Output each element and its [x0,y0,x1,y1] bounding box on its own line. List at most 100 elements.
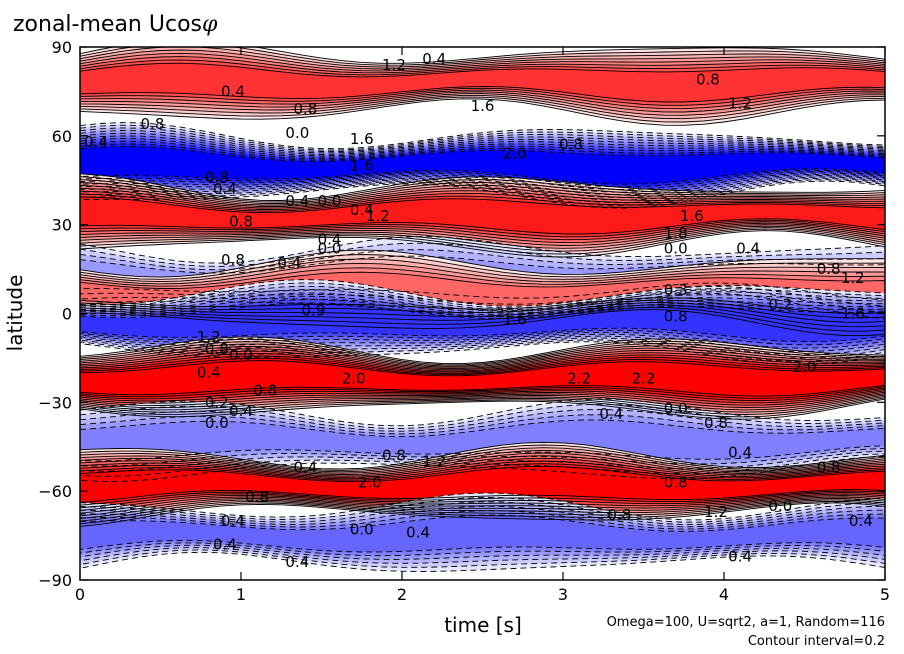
contour-line [80,258,885,328]
contour-value-label: 1.2 [841,269,865,287]
contour-line [80,295,885,349]
contour-value-label: 0.0 [768,497,792,515]
contour-line [80,190,885,241]
contour-value-label: 1.6 [680,207,704,225]
contour-value-label: 0.0 [350,521,374,539]
contour-value-label: 0.8 [559,136,583,154]
contour-value-label: 1.6 [350,130,374,148]
contour-value-label: 1.2 [197,328,221,346]
contour-value-label: 0.4 [406,524,430,542]
y-axis-label: latitude [3,275,27,352]
contour-value-label: 0.4 [277,254,301,272]
contour-interval-note: Contour interval=0.2 [748,634,885,649]
contour-line [80,457,885,511]
contour-line [80,346,885,411]
contour-line [80,138,885,193]
contour-line [80,56,885,110]
contour-line [80,463,885,506]
y-tick-label: −30 [38,393,72,412]
contour-line [80,341,885,415]
contour-value-label: 0.4 [318,230,342,248]
contour-line [80,447,885,522]
contour-line [80,492,885,572]
contour-line [80,279,885,366]
y-tick-label: 30 [52,216,72,235]
contour-line [80,132,885,198]
contour-line [80,140,885,190]
contour-line [80,49,885,116]
contour-value-label: 0.8 [607,506,631,524]
contour-value-label: 0.4 [221,512,245,530]
contour-value-label: 1.2 [366,207,390,225]
contour-line [80,182,885,249]
x-axis-label: time [s] [444,613,522,637]
contour-line [80,146,885,185]
contour-value-label: 1.6 [503,310,527,328]
contour-fill-band [80,515,885,552]
contour-fill-band [80,63,885,102]
contour-value-label: 0.8 [253,381,277,399]
contour-line [80,184,885,246]
contour-value-label: 0.8 [245,488,269,506]
contour-line [80,501,885,564]
contour-value-label: 2.2 [632,370,656,388]
contour-line [80,187,885,244]
contour-value-label: 0.4 [197,364,221,382]
contour-value-label: 1.8 [664,225,688,243]
contour-line [80,414,885,467]
contour-value-label: 0.0 [285,124,309,142]
contour-value-label: 0.4 [213,180,237,198]
contour-value-label: 0.8 [205,340,229,358]
contour-value-label: 0.8 [229,213,253,231]
contour-line-layer [80,47,885,572]
contour-line [80,302,885,343]
contour-value-label: 1.2 [422,453,446,471]
contour-line [80,292,885,352]
contour-line [80,343,885,413]
contour-value-label: 2.0 [503,145,527,163]
contour-value-label: 2.0 [793,358,817,376]
contour-line [80,514,885,553]
contour-value-label: 1.6 [471,97,495,115]
contour-value-label: 0.4 [350,201,374,219]
chart-title: zonal-mean Ucosφ [13,12,218,37]
x-tick-label: 2 [397,585,407,604]
contour-line [80,176,885,255]
contour-value-label: 0.3 [664,281,688,299]
contour-line [80,249,885,337]
contour-value-label: 0.4 [293,458,317,476]
contour-line [80,444,885,525]
contour-fill-band [80,419,885,461]
contour-line [80,455,885,514]
contour-line [80,122,885,209]
contour-value-label: 0.4 [728,547,752,565]
contour-label-layer: 0.40.81.2 0.41.60.81.20.80.4 0.0 1.61.62.0 0… [84,50,873,571]
contour-value-label: 0.8 [382,447,406,465]
contour-value-label: 2.0 [342,370,366,388]
contour-value-label: 0.9 [302,302,326,320]
contour-value-label: 0.2 [768,296,792,314]
contour-value-label: 0.8 [205,168,229,186]
run-parameters-note: Omega=100, U=sqrt2, a=1, Random=116 [607,615,885,630]
contour-value-label: 1.2 [728,94,752,112]
contour-value-label: 0.0 [664,239,688,257]
contour-line [80,441,885,527]
x-axis: 0 1 2 3 4 5 [75,47,890,604]
contour-value-label: 1.6 [841,305,865,323]
contour-line [80,510,885,557]
x-tick-label: 5 [880,585,890,604]
contour-line [80,271,885,314]
contour-line [80,285,885,359]
contour-value-label: 0.8 [664,473,688,491]
contour-line [80,47,885,123]
contour-value-label: 0.8 [293,100,317,118]
contour-line [80,255,885,301]
contour-value-label: 0.4 [229,402,253,420]
heatmap-area: 0.40.81.2 0.41.60.81.20.80.4 0.0 1.61.62.0 0… [80,47,885,580]
y-axis: −90 −60 −30 0 30 60 90 [38,38,885,590]
contour-line [80,173,885,258]
contour-line [80,267,885,319]
contour-value-label: 0.8 [696,71,720,89]
contour-value-label: 0.4 [736,239,760,257]
y-tick-label: −90 [38,571,72,590]
